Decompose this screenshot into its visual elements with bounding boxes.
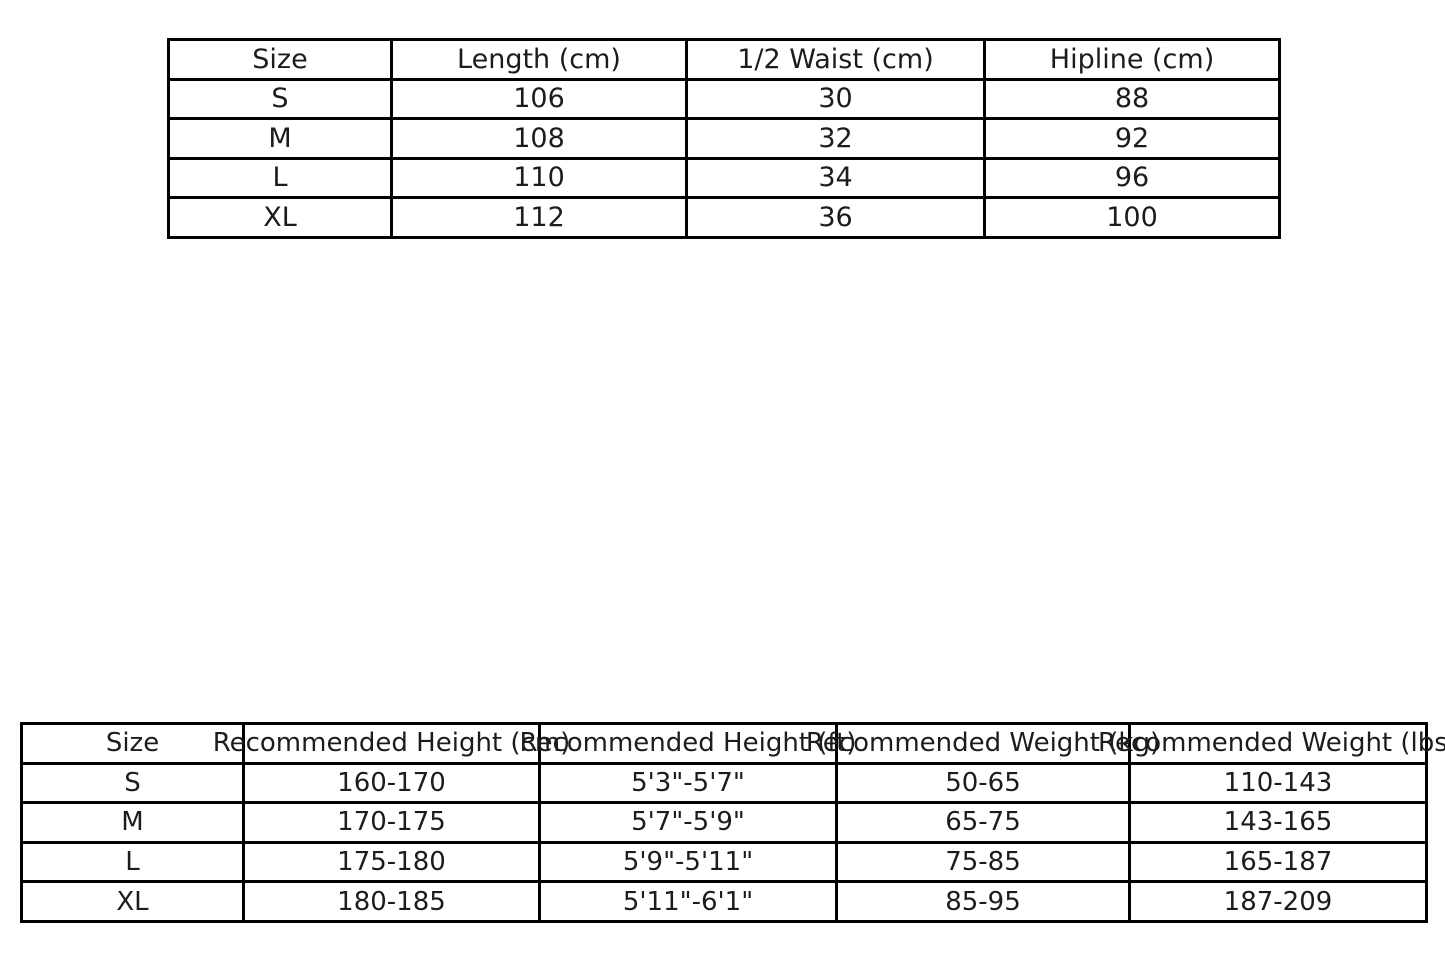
- body-header-weight-lbs-label: Recommended Weight (lbs): [1098, 728, 1445, 759]
- table-cell: L: [170, 159, 393, 199]
- table-cell: 85-95: [838, 883, 1131, 923]
- table-cell: 50-65: [838, 764, 1131, 805]
- table-cell: 160-170: [245, 764, 541, 805]
- table-cell: 5'9"-5'11": [541, 843, 838, 884]
- table-cell: 32: [688, 120, 986, 160]
- body-header-height-cm-label: Recommended Height (cm): [212, 728, 571, 759]
- table-cell: 110-143: [1131, 764, 1428, 805]
- table-cell: 75-85: [838, 843, 1131, 884]
- body-header-height-ft: Recommended Height (ft): [520, 725, 856, 765]
- table-cell: 34: [688, 159, 986, 199]
- table-cell: 65-75: [838, 804, 1131, 844]
- body-header-height-ft-label: Recommended Height (ft): [519, 728, 857, 759]
- table-cell: 30: [688, 80, 986, 120]
- table-cell: XL: [170, 199, 393, 239]
- table-cell: 180-185: [245, 883, 541, 923]
- table-cell: S: [23, 764, 245, 805]
- table-cell: 5'11"-6'1": [541, 883, 838, 923]
- table-cell: 5'3"-5'7": [541, 764, 838, 805]
- garment-header-hipline-cm: Hipline (cm): [986, 41, 1281, 81]
- table-cell: 175-180: [245, 843, 541, 884]
- table-cell: S: [170, 80, 393, 120]
- garment-size-table: Size Length (cm) 1/2 Waist (cm) Hipline …: [167, 38, 1281, 239]
- table-cell: 92: [986, 120, 1281, 160]
- table-cell: 170-175: [245, 804, 541, 844]
- garment-header-length-cm: Length (cm): [393, 41, 688, 81]
- table-cell: 96: [986, 159, 1281, 199]
- body-header-size: Size: [23, 725, 245, 765]
- table-cell: 5'7"-5'9": [541, 804, 838, 844]
- body-size-table: Size Recommended Height (cm) Recommended…: [20, 722, 1445, 923]
- table-cell: 100: [986, 199, 1281, 239]
- body-header-weight-lbs: Recommended Weight (lbs): [1098, 725, 1445, 765]
- table-cell: 187-209: [1131, 883, 1428, 923]
- table-cell: XL: [23, 883, 245, 923]
- table-cell: 112: [393, 199, 688, 239]
- table-cell: 36: [688, 199, 986, 239]
- body-header-size-label: Size: [105, 728, 160, 759]
- table-cell: 106: [393, 80, 688, 120]
- table-cell: 110: [393, 159, 688, 199]
- garment-header-half-waist-cm: 1/2 Waist (cm): [688, 41, 986, 81]
- table-cell: M: [23, 804, 245, 844]
- body-header-height-cm: Recommended Height (cm): [213, 725, 570, 765]
- table-cell: M: [170, 120, 393, 160]
- garment-header-size: Size: [170, 41, 393, 81]
- table-cell: 143-165: [1131, 804, 1428, 844]
- table-cell: 165-187: [1131, 843, 1428, 884]
- table-cell: 88: [986, 80, 1281, 120]
- body-header-weight-kg: Recommended Weight (kg): [806, 725, 1160, 765]
- table-cell: 108: [393, 120, 688, 160]
- body-header-weight-kg-label: Recommended Weight (kg): [805, 728, 1161, 759]
- table-cell: L: [23, 843, 245, 884]
